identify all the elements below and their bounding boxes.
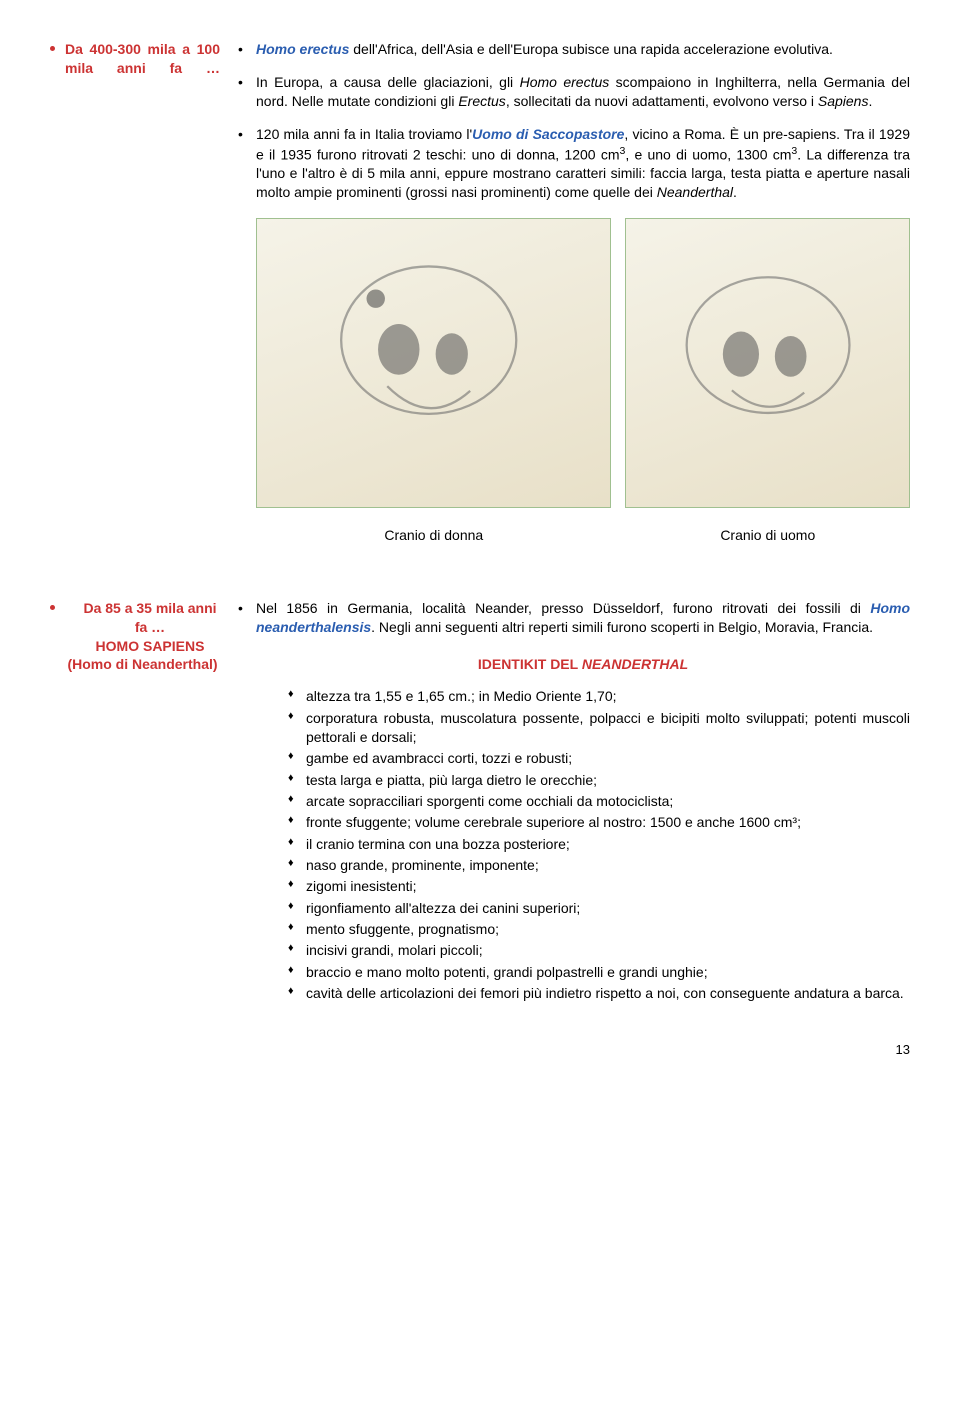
- identikit-item: zigomi inesistenti;: [288, 877, 910, 896]
- text: Nel 1856 in Germania, località Neander, …: [256, 600, 870, 616]
- section-2: Da 85 a 35 mila anni fa … HOMO SAPIENS (…: [50, 599, 910, 1017]
- highlight-term: Homo erectus: [256, 41, 349, 57]
- section-1-list: Homo erectus dell'Africa, dell'Asia e de…: [238, 40, 910, 545]
- identikit-item: arcate sopracciliari sporgenti come occh…: [288, 792, 910, 811]
- section-2-subspecies-label: (Homo di Neanderthal): [65, 655, 220, 674]
- section-2-list: Nel 1856 in Germania, località Neander, …: [238, 599, 910, 1003]
- identikit-label: IDENTIKIT DEL: [478, 656, 582, 672]
- section-1-left: Da 400-300 mila a 100 mila anni fa …: [50, 40, 220, 575]
- section-2-left: Da 85 a 35 mila anni fa … HOMO SAPIENS (…: [50, 599, 220, 1017]
- text: .: [733, 184, 737, 200]
- skull-icon: [292, 248, 575, 478]
- identikit-item: naso grande, prominente, imponente;: [288, 856, 910, 875]
- list-item: 120 mila anni fa in Italia troviamo l'Uo…: [238, 125, 910, 545]
- identikit-item: altezza tra 1,55 e 1,65 cm.; in Medio Or…: [288, 687, 910, 706]
- list-item: Nel 1856 in Germania, località Neander, …: [238, 599, 910, 1003]
- skull-images: [256, 218, 910, 508]
- italic-term: Sapiens: [818, 93, 869, 109]
- text: In Europa, a causa delle glaciazioni, gl…: [256, 74, 520, 90]
- identikit-item: mento sfuggente, prognatismo;: [288, 920, 910, 939]
- text: .: [868, 93, 872, 109]
- page-number: 13: [50, 1041, 910, 1059]
- text: , e uno di uomo, 1300 cm: [625, 146, 791, 162]
- text: . Negli anni seguenti altri reperti simi…: [371, 619, 873, 635]
- identikit-item: braccio e mano molto potenti, grandi pol…: [288, 963, 910, 982]
- section-1: Da 400-300 mila a 100 mila anni fa … Hom…: [50, 40, 910, 575]
- identikit-list: altezza tra 1,55 e 1,65 cm.; in Medio Or…: [256, 687, 910, 1003]
- identikit-item: testa larga e piatta, più larga dietro l…: [288, 771, 910, 790]
- highlight-term: Uomo di Saccopastore: [472, 126, 624, 142]
- list-item: In Europa, a causa delle glaciazioni, gl…: [238, 73, 910, 111]
- text: 120 mila anni fa in Italia troviamo l': [256, 126, 472, 142]
- identikit-item: gambe ed avambracci corti, tozzi e robus…: [288, 749, 910, 768]
- section-1-heading: Da 400-300 mila a 100 mila anni fa …: [50, 40, 220, 78]
- skull-image-male: [625, 218, 910, 508]
- identikit-item: incisivi grandi, molari piccoli;: [288, 941, 910, 960]
- skull-icon: [655, 248, 881, 478]
- identikit-item: rigonfiamento all'altezza dei canini sup…: [288, 899, 910, 918]
- section-2-species-label: HOMO SAPIENS: [80, 637, 220, 656]
- identikit-heading: IDENTIKIT DEL NEANDERTHAL: [256, 655, 910, 674]
- identikit-item: cavità delle articolazioni dei femori pi…: [288, 984, 910, 1003]
- identikit-item: fronte sfuggente; volume cerebrale super…: [288, 813, 910, 832]
- identikit-item: il cranio termina con una bozza posterio…: [288, 835, 910, 854]
- section-1-period-label: Da 400-300 mila a 100 mila anni fa …: [65, 40, 220, 78]
- bullet-icon: [50, 605, 55, 610]
- text: , sollecitati da nuovi adattamenti, evol…: [506, 93, 818, 109]
- caption-male: Cranio di uomo: [626, 526, 910, 545]
- identikit-term: NEANDERTHAL: [582, 656, 688, 672]
- section-2-body: Nel 1856 in Germania, località Neander, …: [238, 599, 910, 1017]
- skull-image-female: [256, 218, 611, 508]
- italic-term: Homo erectus: [520, 74, 610, 90]
- section-2-heading: Da 85 a 35 mila anni fa … HOMO SAPIENS (…: [50, 599, 220, 675]
- identikit-item: corporatura robusta, muscolatura possent…: [288, 709, 910, 748]
- italic-term: Neanderthal: [657, 184, 733, 200]
- list-item: Homo erectus dell'Africa, dell'Asia e de…: [238, 40, 910, 59]
- image-captions: Cranio di donna Cranio di uomo: [256, 526, 910, 545]
- caption-female: Cranio di donna: [256, 526, 612, 545]
- text: dell'Africa, dell'Asia e dell'Europa sub…: [349, 41, 833, 57]
- section-2-period-label: Da 85 a 35 mila anni fa …: [80, 599, 220, 637]
- bullet-icon: [50, 46, 55, 51]
- italic-term: Erectus: [458, 93, 505, 109]
- section-1-body: Homo erectus dell'Africa, dell'Asia e de…: [238, 40, 910, 575]
